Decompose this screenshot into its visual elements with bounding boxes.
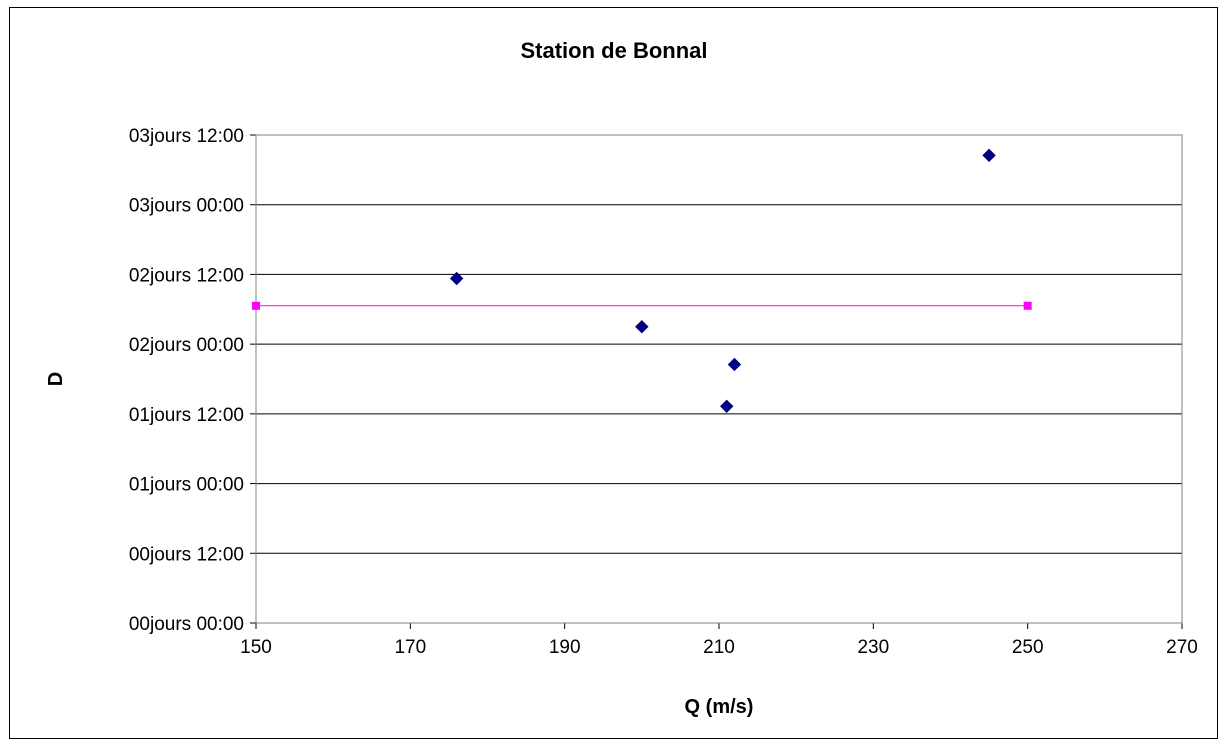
data-point bbox=[727, 357, 742, 372]
x-tick-label: 190 bbox=[549, 637, 581, 658]
y-tick-label: 03jours 12:00 bbox=[129, 126, 244, 147]
data-point bbox=[635, 320, 649, 334]
chart-frame bbox=[9, 7, 1218, 739]
y-axis-ticks: 00jours 00:00 00jours 12:00 01jours 00:00 0… bbox=[129, 126, 256, 635]
y-tick-label: 01jours 00:00 bbox=[129, 475, 244, 496]
x-tick-label: 270 bbox=[1166, 637, 1198, 658]
grid bbox=[256, 204, 1182, 554]
y-tick-label: 02jours 12:00 bbox=[129, 265, 244, 286]
y-tick-label: 01jours 12:00 bbox=[129, 405, 244, 426]
x-tick-label: 250 bbox=[1012, 637, 1044, 658]
data-point bbox=[982, 148, 996, 163]
x-tick-label: 150 bbox=[240, 637, 272, 658]
y-tick-label: 00jours 12:00 bbox=[129, 544, 244, 565]
data-point bbox=[1023, 301, 1032, 310]
x-tick-label: 210 bbox=[703, 637, 735, 658]
data-point bbox=[449, 271, 464, 286]
series bbox=[252, 148, 1032, 414]
x-axis-label: Q (m/s) bbox=[685, 696, 754, 718]
x-tick-label: 170 bbox=[394, 637, 426, 658]
y-tick-label: 00jours 00:00 bbox=[129, 614, 244, 635]
x-tick-label: 230 bbox=[857, 637, 889, 658]
data-point bbox=[252, 301, 260, 310]
plot-area bbox=[255, 134, 1183, 624]
y-tick-label: 02jours 00:00 bbox=[129, 335, 244, 356]
chart-title: Station de Bonnal bbox=[521, 38, 708, 63]
data-point bbox=[720, 399, 734, 414]
x-axis-ticks: 150 170 190 210 230 250 270 bbox=[240, 623, 1198, 658]
y-axis-label: D bbox=[45, 372, 67, 386]
y-tick-label: 03jours 00:00 bbox=[129, 196, 244, 217]
